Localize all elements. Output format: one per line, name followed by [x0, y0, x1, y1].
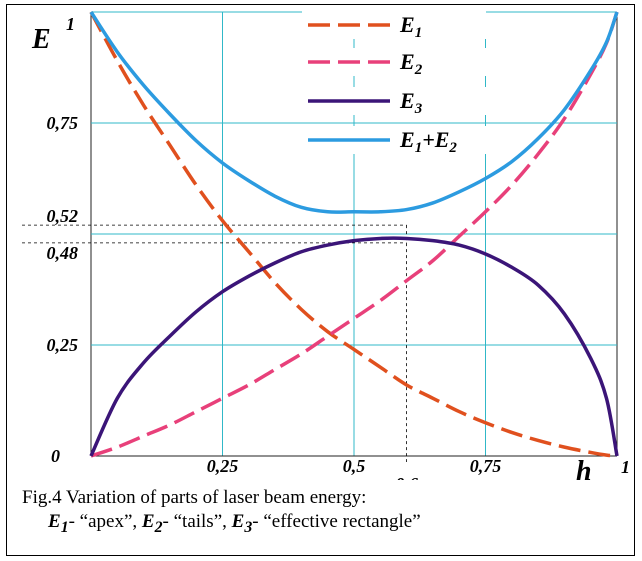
- legend-label-2: E2: [399, 49, 423, 78]
- caption-text-1: - “apex”,: [68, 511, 142, 532]
- caption-sym-1: E: [48, 511, 61, 532]
- series-line-4: [89, 11, 619, 214]
- x-tick-label-2: 0,6: [395, 474, 418, 480]
- y-tick-label-4: 0,75: [47, 113, 79, 133]
- figure-caption: Fig.4 Variation of parts of laser beam e…: [22, 486, 622, 540]
- caption-line-1: Fig.4 Variation of parts of laser beam e…: [22, 487, 367, 508]
- y-tick-label-3: 0,52: [47, 206, 79, 226]
- x-axis-title: h: [576, 456, 592, 480]
- x-tick-label-0: 0,25: [207, 456, 239, 476]
- caption-sub-3: 3: [244, 518, 253, 536]
- y-axis-title: E: [31, 24, 51, 55]
- legend-bg-1: [302, 11, 486, 39]
- caption-text-2: - “tails”,: [162, 511, 232, 532]
- caption-line-2: E1- “apex”, E2- “tails”, E3- “effective …: [22, 510, 622, 540]
- y-tick-label-1: 0,25: [47, 335, 79, 355]
- y-tick-label-0: 0: [51, 446, 60, 466]
- legend-label-1: E1: [399, 12, 422, 41]
- y-axis-top-label: 1: [66, 14, 75, 34]
- caption-sub-1: 1: [60, 518, 69, 536]
- legend: E1 E2 E3 E1+E2: [302, 11, 486, 156]
- x-tick-label-3: 0,75: [470, 456, 502, 476]
- x-tick-label-1: 0,5: [343, 456, 366, 476]
- y-tick-label-2: 0,48: [47, 243, 79, 263]
- grid: [90, 11, 618, 457]
- legend-label-4: E1+E2: [399, 127, 457, 156]
- series-line-3: [89, 236, 619, 457]
- legend-label-3: E3: [399, 88, 423, 117]
- tick-labels: 0,25 0,5 0,6 0,75 1 0 0,25 0,48 0,52 0,75: [47, 113, 631, 480]
- series-group: [89, 11, 619, 458]
- series-line-2: [90, 11, 619, 458]
- caption-sym-2: E: [141, 511, 155, 532]
- caption-text-3: - “effective rectangle”: [252, 511, 421, 532]
- x-tick-label-4: 1: [621, 457, 630, 477]
- guide-lines: [22, 224, 408, 462]
- caption-sub-2: 2: [154, 518, 163, 536]
- caption-sym-3: E: [231, 511, 245, 532]
- legend-bg-2: [302, 48, 486, 76]
